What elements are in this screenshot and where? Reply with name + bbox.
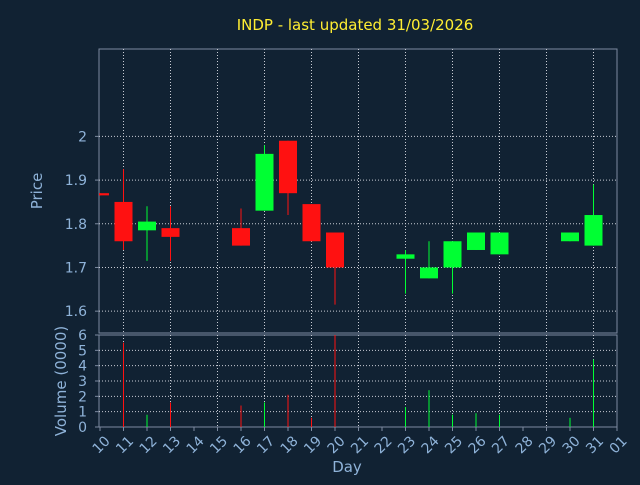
volume-bars bbox=[123, 335, 594, 427]
volume-grid bbox=[99, 335, 617, 427]
volume-y-tick-label: 0 bbox=[78, 420, 87, 436]
candle-body bbox=[279, 140, 297, 194]
candle-body bbox=[467, 232, 485, 250]
price-y-axis-label: Price bbox=[28, 173, 46, 210]
price-y-tick-label: 1.7 bbox=[65, 260, 87, 276]
candle-body bbox=[420, 267, 438, 279]
volume-bar bbox=[593, 359, 594, 427]
volume-bar bbox=[334, 335, 336, 427]
candle-body bbox=[99, 193, 109, 196]
candle-body bbox=[302, 204, 321, 242]
candle-body bbox=[490, 232, 509, 255]
volume-bar bbox=[264, 402, 265, 427]
volume-y-tick-label: 4 bbox=[78, 359, 87, 375]
candle-body bbox=[326, 232, 344, 268]
candle-body bbox=[396, 254, 415, 259]
volume-bar bbox=[311, 417, 312, 427]
candle-body bbox=[561, 232, 579, 242]
candle-body bbox=[584, 215, 603, 246]
volume-bar bbox=[499, 414, 500, 427]
candle-body bbox=[114, 201, 133, 242]
x-axis-label: Day bbox=[332, 458, 362, 476]
volume-bar bbox=[569, 417, 571, 427]
price-panel: 1.6 1.7 1.8 1.9 2 Price bbox=[28, 48, 618, 334]
candle-body bbox=[161, 228, 180, 237]
price-y-ticks: 1.6 1.7 1.8 1.9 2 bbox=[65, 129, 99, 320]
volume-y-tick-label: 5 bbox=[78, 343, 87, 359]
volume-bar bbox=[287, 394, 289, 427]
volume-y-axis-label: Volume (0000) bbox=[52, 326, 70, 436]
candle-body bbox=[443, 241, 462, 268]
candle-body bbox=[255, 153, 274, 211]
volume-bar bbox=[452, 414, 453, 427]
volume-y-tick-label: 6 bbox=[78, 328, 87, 344]
price-y-tick-label: 1.8 bbox=[65, 217, 87, 233]
candle-body bbox=[232, 228, 250, 246]
volume-y-tick-label: 3 bbox=[78, 374, 87, 390]
candle-body bbox=[138, 221, 156, 231]
volume-y-tick-label: 1 bbox=[78, 405, 87, 421]
candles bbox=[99, 140, 603, 305]
chart-title: INDP - last updated 31/03/2026 bbox=[237, 16, 474, 34]
volume-bar bbox=[123, 342, 124, 427]
volume-bar bbox=[428, 390, 430, 427]
price-y-tick-label: 2 bbox=[78, 129, 87, 145]
volume-bar bbox=[146, 414, 148, 427]
price-y-tick-label: 1.9 bbox=[65, 173, 87, 189]
volume-bar bbox=[475, 413, 477, 427]
price-y-tick-label: 1.6 bbox=[65, 304, 87, 320]
volume-bar bbox=[170, 402, 171, 427]
volume-y-tick-label: 2 bbox=[78, 389, 87, 405]
volume-bar bbox=[405, 407, 406, 427]
volume-bar bbox=[240, 405, 242, 427]
